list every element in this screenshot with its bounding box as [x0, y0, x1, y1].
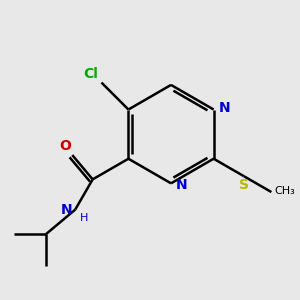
Text: N: N — [176, 178, 188, 192]
Text: S: S — [239, 178, 249, 192]
Text: Cl: Cl — [83, 67, 98, 81]
Text: O: O — [59, 140, 71, 154]
Text: N: N — [60, 202, 72, 217]
Text: H: H — [80, 213, 88, 223]
Text: N: N — [218, 101, 230, 115]
Text: CH₃: CH₃ — [274, 186, 295, 196]
